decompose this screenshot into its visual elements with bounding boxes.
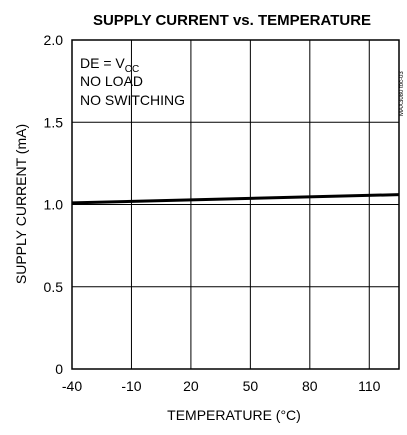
- side-code: MAX3080 toc-03: [399, 71, 405, 116]
- x-tick-labels: -40 -10 20 50 80 110: [62, 378, 381, 394]
- chart-title: SUPPLY CURRENT vs. TEMPERATURE: [93, 12, 371, 29]
- x-tick-label: 20: [183, 378, 199, 394]
- x-tick-label: -40: [62, 378, 82, 394]
- series-group: [72, 195, 399, 203]
- annotation-no-load: NO LOAD: [80, 73, 143, 89]
- y-tick-labels: 0 0.5 1.0 1.5 2.0: [44, 32, 64, 377]
- x-tick-label: 80: [302, 378, 318, 394]
- x-tick-label: 50: [243, 378, 259, 394]
- annotation-de: DE = VCC: [80, 55, 139, 75]
- annotation-de-prefix: DE = V: [80, 55, 125, 71]
- annotation-no-switching: NO SWITCHING: [80, 92, 185, 108]
- y-tick-label: 1.0: [44, 197, 64, 213]
- x-tick-label: -10: [121, 378, 141, 394]
- y-tick-label: 0: [55, 361, 63, 377]
- series-line-0: [72, 195, 399, 203]
- y-axis-label: SUPPLY CURRENT (mA): [13, 124, 29, 284]
- y-tick-label: 2.0: [44, 32, 64, 48]
- x-axis-label: TEMPERATURE (°C): [167, 407, 301, 423]
- grid: [72, 40, 399, 369]
- y-tick-label: 0.5: [44, 279, 64, 295]
- x-tick-label: 110: [358, 378, 381, 394]
- y-tick-label: 1.5: [44, 114, 64, 130]
